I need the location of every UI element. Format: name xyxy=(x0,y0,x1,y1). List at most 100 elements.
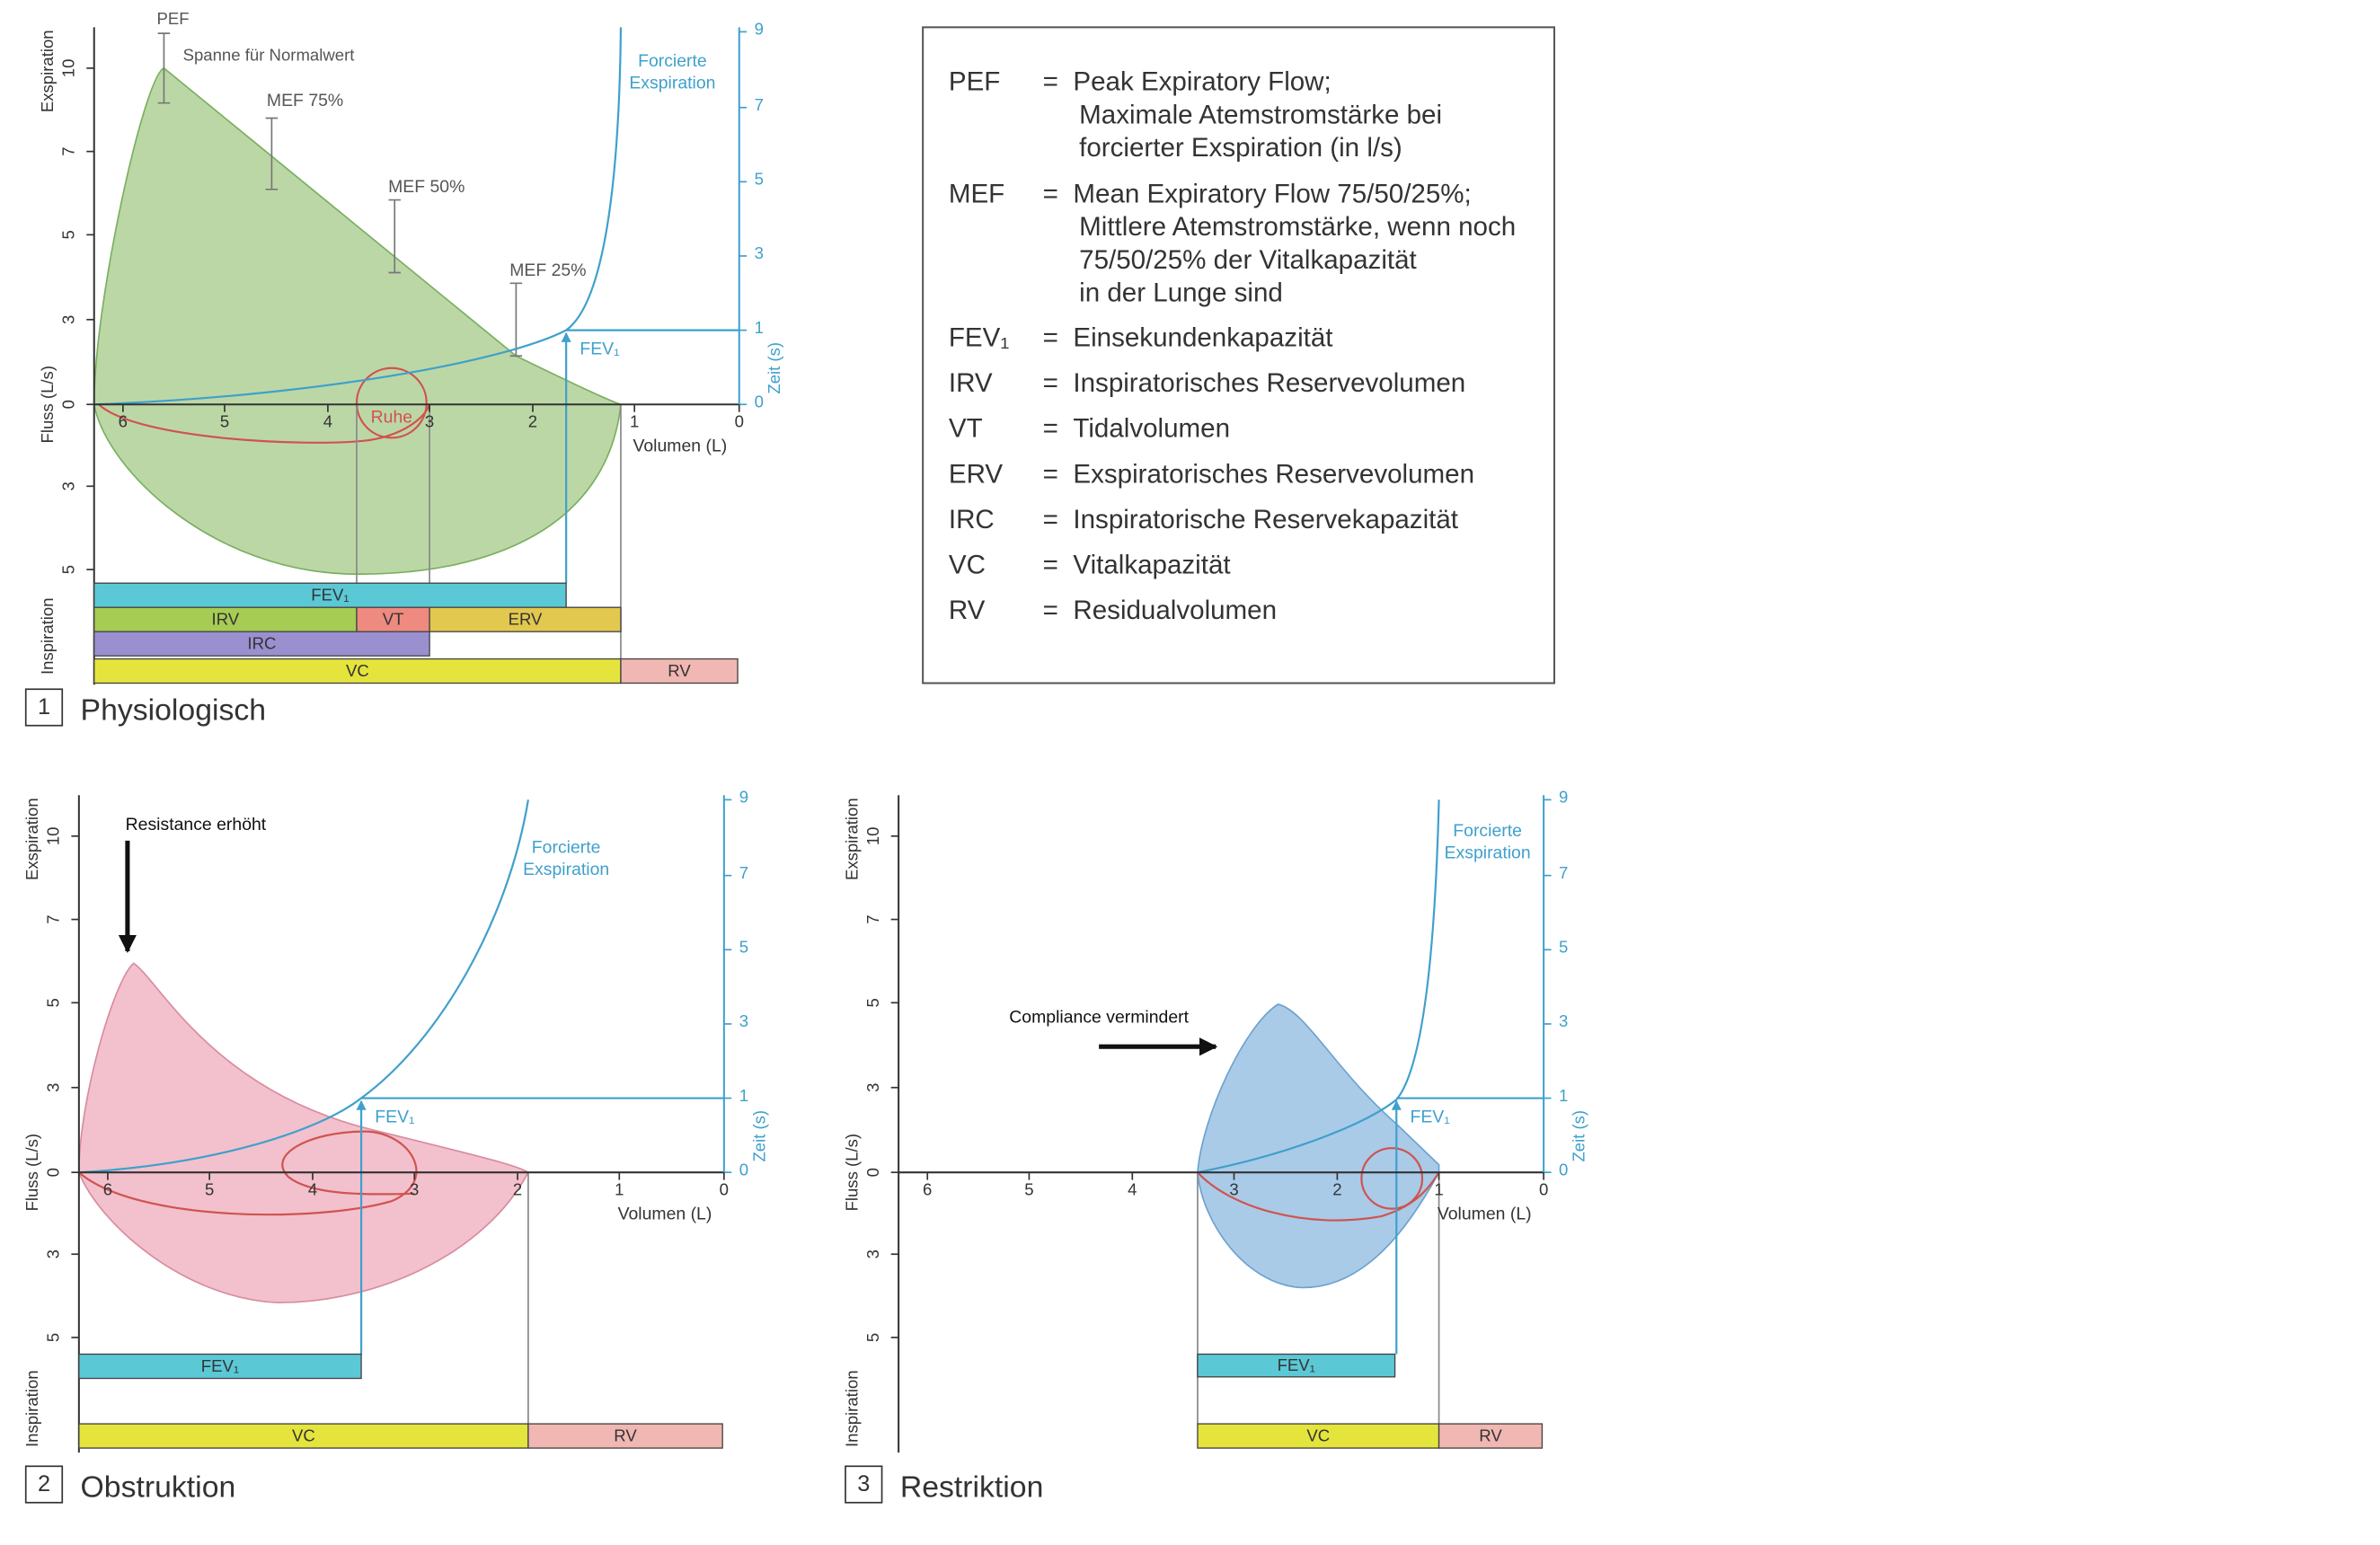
flow-tick-label: 5 xyxy=(44,1333,63,1342)
forced-curve xyxy=(93,27,623,406)
flow-tick-label: 3 xyxy=(44,1083,63,1092)
time-tick-label: 7 xyxy=(755,95,764,114)
volume-bar-label: RV xyxy=(668,661,691,680)
panel-number: 2 xyxy=(38,1471,50,1496)
exspiration-label: Exspiration xyxy=(22,798,41,880)
flow-tick-label: 3 xyxy=(863,1249,882,1258)
time-tick-label: 1 xyxy=(1559,1086,1568,1105)
flow-tick-label: 0 xyxy=(59,400,78,409)
annotation: PEF xyxy=(157,9,190,28)
inspiration-label: Inspiration xyxy=(38,597,57,674)
time-axis-label: Zeit (s) xyxy=(749,1110,768,1162)
volume-bar xyxy=(78,1353,362,1380)
legend-text: in der Lunge sind xyxy=(1079,278,1283,308)
rest-circle xyxy=(355,366,428,439)
volume-bar-label: VC xyxy=(346,661,369,680)
volume-bar-label: VT xyxy=(383,609,404,628)
flow-tick-label: 10 xyxy=(59,59,78,78)
flow-tick-label: 7 xyxy=(44,914,63,923)
flow-tick-label: 3 xyxy=(863,1083,882,1092)
volume-tick-label: 5 xyxy=(1024,1179,1033,1198)
legend-term: FEV₁ xyxy=(949,323,1009,353)
forced-label: Exspiration xyxy=(523,860,609,879)
volume-axis-label: Volumen (L) xyxy=(1438,1205,1532,1224)
volume-tick-label: 3 xyxy=(425,411,434,430)
exspiration-label: Exspiration xyxy=(842,798,861,880)
legend-term: PEF xyxy=(949,67,1000,97)
legend-equals: = xyxy=(1043,414,1058,444)
time-tick-label: 7 xyxy=(739,863,748,882)
tidal-loop xyxy=(98,403,431,444)
time-tick-label: 1 xyxy=(739,1086,748,1105)
legend-box xyxy=(922,26,1555,684)
flow-tick-label: 5 xyxy=(59,565,78,574)
volume-axis-label: Volumen (L) xyxy=(618,1205,712,1224)
legend-text: Einsekundenkapazität xyxy=(1073,323,1332,353)
inspiration-label: Inspiration xyxy=(842,1370,861,1446)
volume-axis-label: Volumen (L) xyxy=(633,437,727,456)
flow-tick-label: 0 xyxy=(44,1168,63,1177)
time-tick-label: 5 xyxy=(755,170,764,189)
range-bar xyxy=(157,32,171,104)
flow-volume-loop xyxy=(78,962,530,1304)
flow-tick-label: 0 xyxy=(863,1168,882,1177)
volume-tick-label: 0 xyxy=(1539,1179,1548,1198)
volume-bar xyxy=(93,658,622,684)
volume-tick-label: 6 xyxy=(103,1179,112,1198)
flow-tick-label: 7 xyxy=(59,146,78,155)
legend-equals: = xyxy=(1043,67,1058,97)
volume-tick-label: 2 xyxy=(513,1179,522,1198)
legend-text: 75/50/25% der Vitalkapazität xyxy=(1079,245,1417,275)
legend-text: Inspiratorische Reservekapazität xyxy=(1073,505,1458,534)
time-tick-label: 9 xyxy=(739,788,748,807)
time-axis-label: Zeit (s) xyxy=(1570,1110,1588,1162)
flow-volume-loop xyxy=(93,66,622,575)
volume-bar xyxy=(527,1423,723,1449)
legend-equals: = xyxy=(1043,550,1058,579)
flow-tick-label: 3 xyxy=(44,1249,63,1258)
flow-tick-label: 5 xyxy=(44,998,63,1007)
volume-tick-label: 1 xyxy=(615,1179,624,1198)
volume-tick-label: 2 xyxy=(1332,1179,1341,1198)
time-tick-label: 5 xyxy=(739,938,748,957)
annotation: Spanne für Normalwert xyxy=(183,45,356,64)
volume-bar-label: VC xyxy=(292,1426,315,1444)
normal-range-bars xyxy=(157,32,523,358)
flow-axis-label: Fluss (L/s) xyxy=(38,366,57,443)
panel-title: Restriktion xyxy=(900,1470,1044,1505)
range-bar xyxy=(388,199,402,274)
forced-label: Forcierte xyxy=(638,51,707,71)
legend-text: Mittlere Atemstromstärke, wenn noch xyxy=(1079,212,1516,242)
legend-equals: = xyxy=(1043,179,1058,208)
time-tick-label: 1 xyxy=(755,318,764,337)
volume-bar-label: RV xyxy=(1479,1426,1502,1444)
legend-equals: = xyxy=(1043,459,1058,489)
volume-tick-label: 4 xyxy=(308,1179,317,1198)
flow-axis-label: Fluss (L/s) xyxy=(22,1134,41,1211)
panel-number: 1 xyxy=(38,694,50,720)
annotation: MEF 50% xyxy=(388,177,464,197)
panel-number-box xyxy=(24,1465,64,1504)
flow-tick-label: 5 xyxy=(863,998,882,1007)
volume-bar xyxy=(1438,1423,1544,1449)
panel-number-box xyxy=(845,1465,883,1504)
guide-lines xyxy=(1197,1172,1440,1425)
legend-equals: = xyxy=(1043,323,1058,353)
volume-bar-label: FEV₁ xyxy=(201,1356,239,1375)
time-tick-label: 5 xyxy=(1559,938,1568,957)
legend-term: IRC xyxy=(949,505,995,534)
volume-tick-label: 4 xyxy=(1128,1179,1137,1198)
annotation: Ruhe xyxy=(371,408,412,428)
fev1-marker: FEV₁ xyxy=(375,1108,415,1127)
time-axis-label: Zeit (s) xyxy=(765,342,783,394)
legend-term: RV xyxy=(949,596,986,625)
fev1-marker: FEV₁ xyxy=(1410,1108,1450,1127)
flow-tick-label: 10 xyxy=(863,827,882,846)
time-tick-label: 3 xyxy=(755,243,764,262)
legend-text: Mean Expiratory Flow 75/50/25%; xyxy=(1073,179,1471,208)
time-tick-label: 0 xyxy=(739,1160,748,1179)
legend-term: VT xyxy=(949,414,983,444)
